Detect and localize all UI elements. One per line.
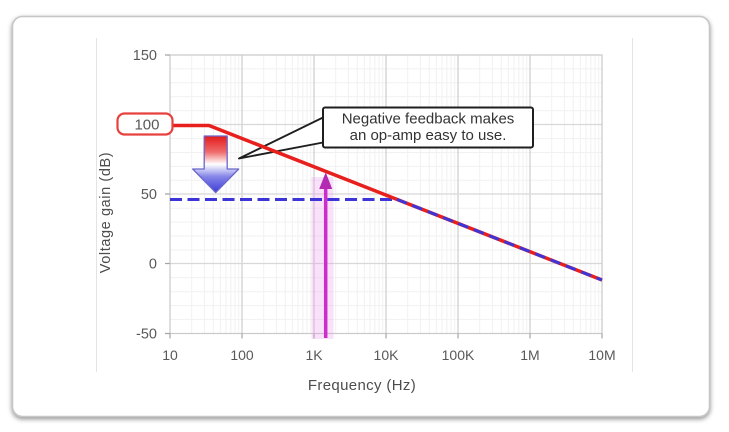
- svg-text:1M: 1M: [520, 347, 539, 363]
- svg-text:100: 100: [134, 117, 159, 134]
- svg-text:Negative feedback makes: Negative feedback makes: [342, 111, 515, 128]
- svg-text:10K: 10K: [374, 347, 400, 363]
- svg-text:0: 0: [149, 257, 157, 273]
- svg-text:Frequency (Hz): Frequency (Hz): [308, 377, 416, 394]
- svg-text:50: 50: [141, 187, 157, 203]
- svg-text:an op-amp easy to use.: an op-amp easy to use.: [350, 127, 507, 144]
- svg-text:100: 100: [230, 347, 254, 363]
- svg-text:-50: -50: [136, 327, 157, 343]
- svg-text:100K: 100K: [442, 347, 475, 363]
- svg-text:1K: 1K: [305, 347, 323, 363]
- svg-text:150: 150: [133, 48, 157, 64]
- svg-text:10: 10: [162, 347, 178, 363]
- svg-text:10M: 10M: [588, 347, 615, 363]
- svg-text:Voltage gain (dB): Voltage gain (dB): [98, 152, 114, 273]
